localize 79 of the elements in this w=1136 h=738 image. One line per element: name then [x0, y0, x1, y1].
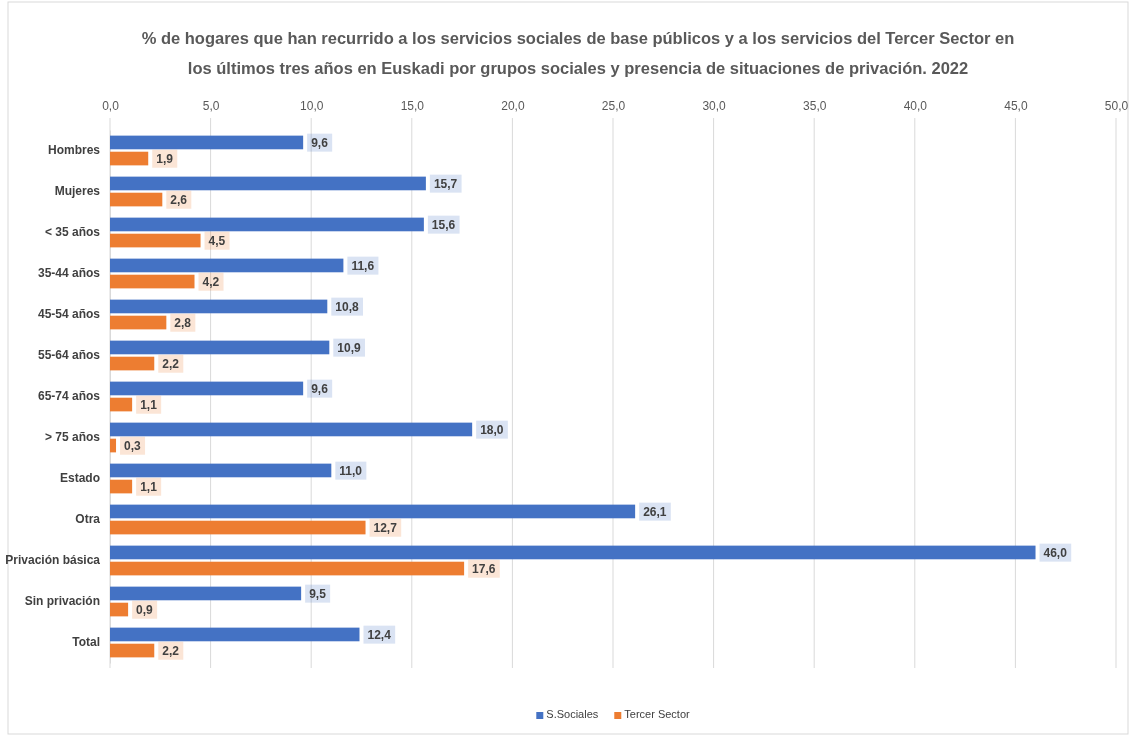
data-label: 9,6 — [311, 381, 329, 396]
data-label: 17,6 — [472, 561, 496, 576]
bar — [110, 151, 149, 166]
data-label: 1,1 — [140, 397, 158, 412]
bar — [110, 397, 133, 412]
y-tick-label: Total — [72, 635, 100, 650]
bar — [110, 274, 195, 289]
data-label: 2,6 — [170, 192, 188, 207]
data-label: 15,6 — [431, 217, 456, 232]
x-tick-label: 5,0 — [202, 99, 220, 113]
y-tick-label: Sin privación — [24, 594, 100, 609]
bar — [110, 643, 155, 658]
data-label: 1,9 — [156, 151, 174, 166]
bar — [110, 463, 332, 478]
bar — [110, 586, 302, 601]
bar — [110, 479, 133, 494]
y-tick-label: Privación básica — [5, 553, 101, 568]
data-label: 10,8 — [335, 299, 359, 314]
chart-title: % de hogares que han recurrido a los servicios sociales de base públicos y a los servicios del Tercer Sector en los últimos tres años en Euskadi por grupos sociales y presencia de situaciones de privación. 2022 — [141, 29, 1015, 77]
data-label: 4,2 — [202, 274, 220, 289]
bar — [110, 561, 465, 576]
data-label: 18,0 — [480, 422, 504, 437]
y-tick-label: 35-44 años — [37, 266, 101, 281]
data-label: 9,5 — [309, 586, 327, 601]
y-tick-label: 65-74 años — [37, 389, 101, 404]
x-tick-label: 50,0 — [1104, 99, 1129, 113]
bar — [110, 438, 117, 453]
y-tick-label: Otra — [75, 512, 101, 527]
x-tick-label: 30,0 — [702, 99, 727, 113]
bar — [110, 299, 328, 314]
data-label: 11,6 — [351, 258, 375, 273]
legend-label: S.Sociales — [546, 708, 599, 720]
data-label: 9,6 — [311, 135, 329, 150]
y-tick-label: 45-54 años — [37, 307, 101, 322]
x-tick-label: 45,0 — [1004, 99, 1028, 113]
bar — [110, 627, 360, 642]
data-label: 4,5 — [208, 233, 226, 248]
y-tick-label: > 75 años — [44, 430, 101, 445]
x-tick-label: 25,0 — [601, 99, 626, 113]
bar — [110, 135, 304, 150]
data-label: 2,2 — [162, 356, 180, 371]
data-label: 15,7 — [433, 176, 458, 191]
y-tick-label: 55-64 años — [37, 348, 101, 363]
data-label: 46,0 — [1043, 545, 1068, 560]
bar — [110, 233, 201, 248]
x-tick-label: 40,0 — [903, 99, 928, 113]
bar — [110, 217, 424, 232]
x-tick-label: 0,0 — [102, 99, 120, 113]
y-tick-label: Estado — [59, 471, 100, 486]
x-tick-label: 15,0 — [400, 99, 425, 113]
bar — [110, 192, 163, 207]
data-label: 12,4 — [367, 627, 392, 642]
data-label: 2,2 — [162, 643, 180, 658]
bar — [110, 504, 636, 519]
y-tick-label: Mujeres — [54, 184, 101, 199]
bar — [110, 520, 366, 535]
y-tick-label: < 35 años — [44, 225, 101, 240]
bar — [110, 381, 304, 396]
bar — [110, 258, 344, 273]
bar — [110, 422, 473, 437]
y-tick-label: Hombres — [47, 143, 101, 158]
x-tick-label: 10,0 — [300, 99, 324, 113]
data-label: 0,3 — [124, 438, 142, 453]
bar — [110, 176, 426, 191]
data-label: 12,7 — [373, 520, 398, 535]
data-label: 10,9 — [337, 340, 361, 355]
data-label: 26,1 — [643, 504, 667, 519]
data-label: 0,9 — [136, 602, 154, 617]
bar — [110, 602, 129, 617]
bar — [110, 545, 1036, 560]
x-tick-label: 20,0 — [501, 99, 525, 113]
data-label: 2,8 — [174, 315, 192, 330]
bar — [110, 356, 155, 371]
data-label: 11,0 — [339, 463, 363, 478]
data-label: 1,1 — [140, 479, 158, 494]
bar — [110, 340, 330, 355]
x-tick-label: 35,0 — [803, 99, 827, 113]
bar — [110, 315, 167, 330]
legend-label: Tercer Sector — [624, 708, 691, 720]
